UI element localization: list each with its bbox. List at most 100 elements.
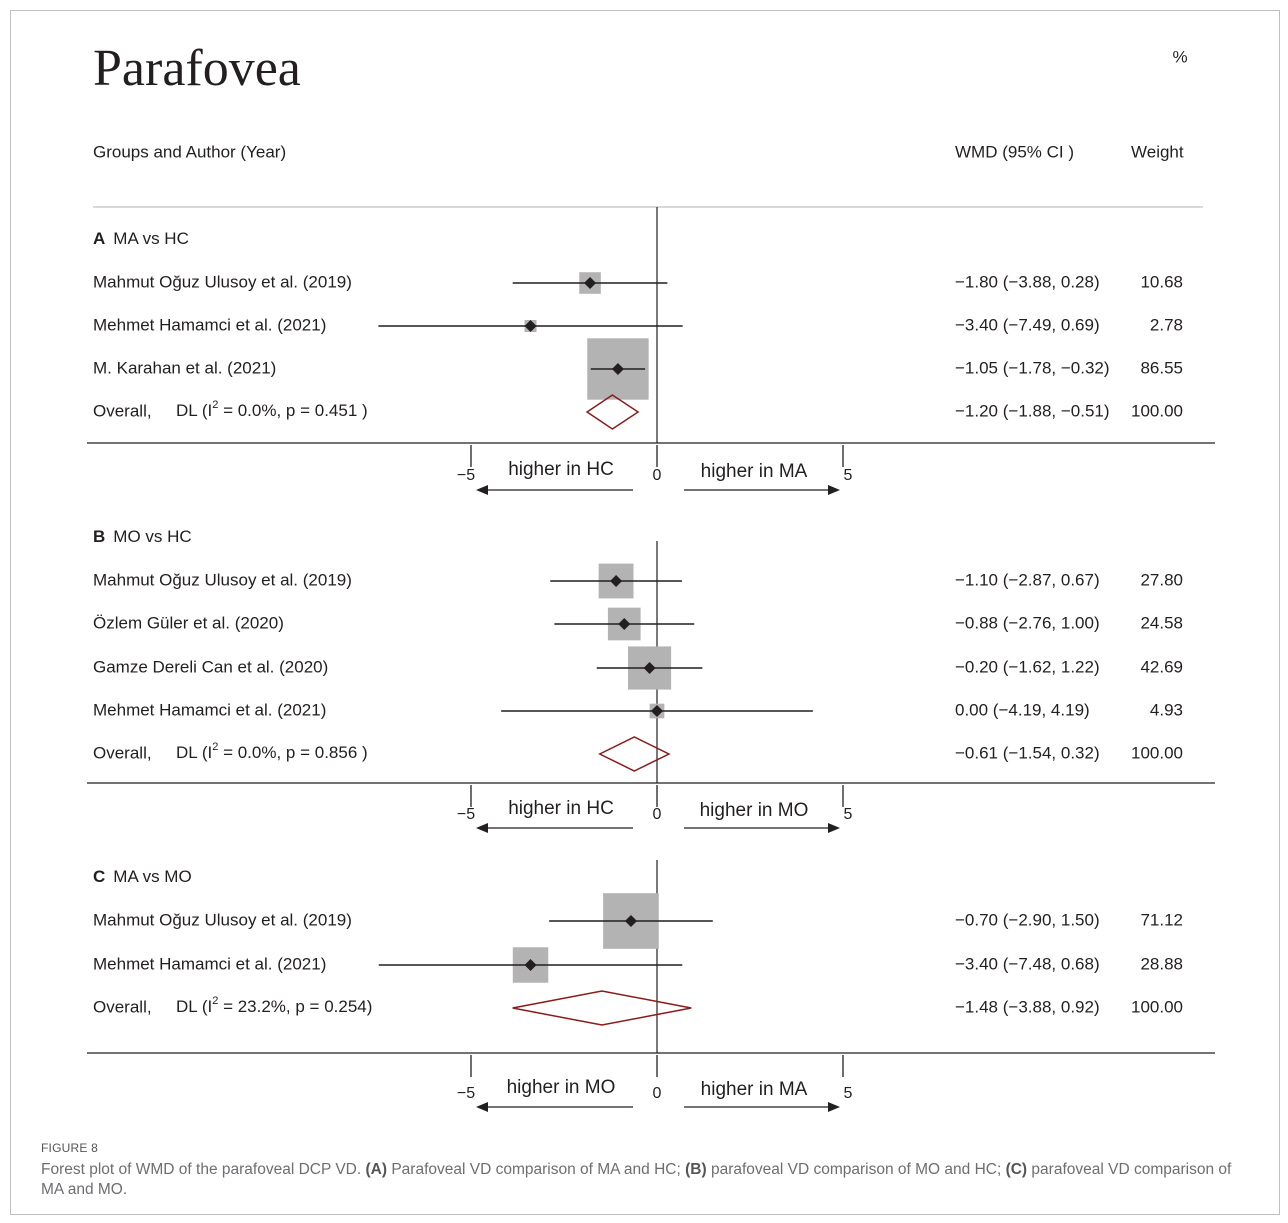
panel-label: MA vs MO	[113, 867, 191, 886]
direction-label-right: higher in MA	[701, 461, 808, 482]
het-superscript: 2	[212, 399, 218, 411]
axis-tick-label: −5	[457, 1085, 475, 1102]
study-wmd-ci: −3.40 (−7.48, 0.68)	[955, 954, 1100, 973]
panel-label: MO vs HC	[113, 527, 191, 546]
arrow-left-head	[476, 1102, 488, 1112]
het-suffix: = 23.2%, p = 0.254)	[218, 997, 372, 1016]
het-superscript: 2	[212, 741, 218, 753]
study-wmd-ci: −1.80 (−3.88, 0.28)	[955, 272, 1100, 291]
study-wmd-ci: −1.05 (−1.78, −0.32)	[955, 358, 1110, 377]
panel-letter: C	[93, 867, 105, 886]
study-point-estimate	[624, 915, 637, 927]
axis-tick-label: 0	[653, 467, 662, 484]
study-name: Mehmet Hamamci et al. (2021)	[93, 315, 326, 334]
caption-part: Parafoveal VD comparison of MA and HC;	[387, 1161, 686, 1178]
arrow-left-head	[476, 823, 488, 833]
axis-tick-label: 5	[844, 467, 853, 484]
study-weight: 28.88	[1140, 954, 1183, 973]
direction-label-right: higher in MO	[700, 800, 809, 821]
arrow-right-head	[828, 485, 840, 495]
study-wmd-ci: 0.00 (−4.19, 4.19)	[955, 700, 1090, 719]
study-weight: 4.93	[1150, 700, 1183, 719]
column-header-wmd: WMD (95% CI )	[955, 142, 1074, 161]
study-name: Mehmet Hamamci et al. (2021)	[93, 954, 326, 973]
overall-weight: 100.00	[1131, 743, 1183, 762]
overall-label: Overall,	[93, 743, 152, 762]
study-wmd-ci: −0.70 (−2.90, 1.50)	[955, 910, 1100, 929]
direction-label-left: higher in HC	[508, 798, 614, 819]
overall-diamond	[585, 394, 640, 430]
overall-diamond	[598, 736, 671, 772]
direction-label-right: higher in MA	[701, 1079, 808, 1100]
figure-label: FIGURE 8	[41, 1141, 98, 1155]
panel-heading: B MO vs HC	[93, 527, 192, 546]
axis-tick-label: 0	[653, 1085, 662, 1102]
caption-ref-a: (A)	[365, 1161, 388, 1178]
study-name: Mahmut Oğuz Ulusoy et al. (2019)	[93, 910, 352, 929]
study-point-estimate	[643, 662, 656, 674]
overall-weight: 100.00	[1131, 401, 1183, 420]
study-point-estimate	[651, 705, 663, 717]
study-wmd-ci: −1.10 (−2.87, 0.67)	[955, 570, 1100, 589]
study-weight: 10.68	[1140, 272, 1183, 291]
overall-weight: 100.00	[1131, 997, 1183, 1016]
study-wmd-ci: −3.40 (−7.49, 0.69)	[955, 315, 1100, 334]
arrow-right-head	[828, 1102, 840, 1112]
study-point-estimate	[584, 277, 597, 289]
overall-wmd-ci: −1.20 (−1.88, −0.51)	[955, 401, 1110, 420]
arrow-right-head	[828, 823, 840, 833]
axis-tick-label: 5	[844, 806, 853, 823]
weight-percent-label: %	[1172, 47, 1187, 66]
direction-label-left: higher in HC	[508, 459, 614, 480]
study-wmd-ci: −0.88 (−2.76, 1.00)	[955, 613, 1100, 632]
study-point-estimate	[524, 320, 537, 332]
caption-part: parafoveal VD comparison of MO and HC;	[706, 1161, 1006, 1178]
het-prefix: DL (I	[176, 743, 212, 762]
study-weight: 71.12	[1140, 910, 1183, 929]
study-point-estimate	[618, 618, 631, 630]
panel-heading: A MA vs HC	[93, 229, 189, 248]
forest-plot: Parafovea % Groups and Author (Year) WMD (9…	[87, 40, 1215, 1112]
caption-ref-b: (B)	[685, 1161, 707, 1178]
study-weight: 86.55	[1140, 358, 1183, 377]
heterogeneity-stats: DL (I2 = 23.2%, p = 0.254)	[176, 995, 372, 1017]
study-name: Mahmut Oğuz Ulusoy et al. (2019)	[93, 272, 352, 291]
figure-caption: Forest plot of WMD of the parafoveal DCP…	[41, 1160, 1246, 1200]
study-point-estimate	[524, 959, 537, 971]
het-prefix: DL (I	[176, 401, 212, 420]
overall-wmd-ci: −0.61 (−1.54, 0.32)	[955, 743, 1100, 762]
heterogeneity-stats: DL (I2 = 0.0%, p = 0.451 )	[176, 399, 368, 421]
heterogeneity-stats: DL (I2 = 0.0%, p = 0.856 )	[176, 741, 368, 763]
study-point-estimate	[610, 575, 623, 587]
caption-part: Forest plot of WMD of the parafoveal DCP…	[41, 1161, 366, 1178]
study-name: Mehmet Hamamci et al. (2021)	[93, 700, 326, 719]
study-name: M. Karahan et al. (2021)	[93, 358, 276, 377]
overall-diamond	[512, 990, 692, 1026]
caption-part: parafoveal VD comparison of MA and MO.	[41, 1161, 1232, 1198]
study-name: Gamze Dereli Can et al. (2020)	[93, 657, 328, 676]
arrow-left-head	[476, 485, 488, 495]
panel-letter: A	[93, 229, 105, 248]
column-header-weight: Weight	[1131, 142, 1184, 161]
panel-letter: B	[93, 527, 105, 546]
axis-tick-label: −5	[457, 806, 475, 823]
study-point-estimate	[611, 363, 624, 375]
study-name: Özlem Güler et al. (2020)	[93, 613, 284, 632]
study-name: Mahmut Oğuz Ulusoy et al. (2019)	[93, 570, 352, 589]
study-weight: 42.69	[1140, 657, 1183, 676]
overall-label: Overall,	[93, 401, 152, 420]
axis-tick-label: −5	[457, 467, 475, 484]
caption-ref-c: (C)	[1005, 1161, 1028, 1178]
panel-label: MA vs HC	[113, 229, 189, 248]
axis-tick-label: 0	[653, 806, 662, 823]
direction-label-left: higher in MO	[507, 1077, 616, 1098]
panel-heading: C MA vs MO	[93, 867, 192, 886]
study-weight: 27.80	[1140, 570, 1183, 589]
study-weight: 24.58	[1140, 613, 1183, 632]
study-weight: 2.78	[1150, 315, 1183, 334]
axis-tick-label: 5	[844, 1085, 853, 1102]
column-header-study: Groups and Author (Year)	[93, 142, 286, 161]
plot-title: Parafovea	[93, 40, 301, 97]
het-superscript: 2	[212, 995, 218, 1007]
overall-label: Overall,	[93, 997, 152, 1016]
